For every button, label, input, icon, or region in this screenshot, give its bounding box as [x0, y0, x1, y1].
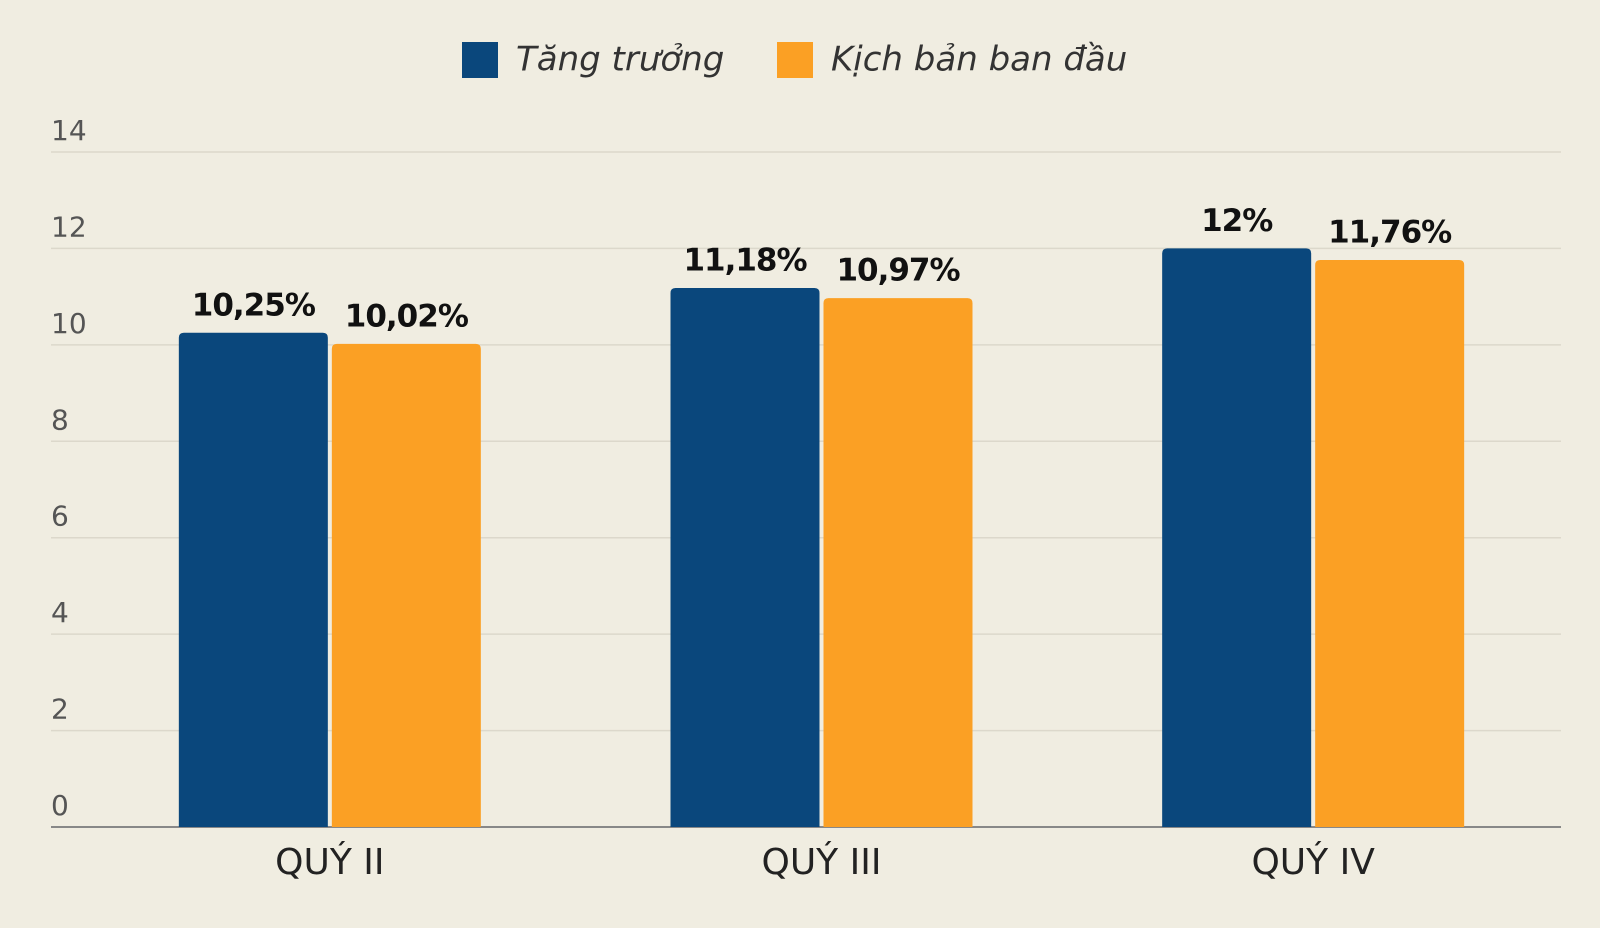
y-tick-label: 0 — [51, 789, 69, 822]
legend-swatch — [462, 42, 498, 78]
y-tick-label: 10 — [51, 307, 87, 340]
y-tick-label: 4 — [51, 596, 69, 629]
y-tick-label: 2 — [51, 693, 69, 726]
legend-label: Kịch bản ban đầu — [831, 40, 1127, 80]
bar — [1315, 260, 1465, 827]
value-label: 12% — [1201, 203, 1273, 239]
bar — [331, 343, 481, 827]
y-tick-label: 8 — [51, 403, 69, 436]
value-label: 10,02% — [345, 298, 469, 334]
y-tick-label: 12 — [51, 210, 87, 243]
y-tick-label: 14 — [51, 114, 87, 147]
bar — [1162, 248, 1312, 827]
x-tick-label: QUÝ IV — [1251, 841, 1375, 883]
value-label: 10,25% — [192, 287, 316, 323]
x-tick-label: QUÝ III — [762, 841, 882, 883]
value-label: 10,97% — [836, 253, 960, 289]
value-label: 11,76% — [1328, 215, 1452, 251]
y-tick-label: 6 — [51, 500, 69, 533]
bar — [823, 298, 973, 827]
legend-swatch — [777, 42, 813, 78]
value-label: 11,18% — [683, 242, 807, 278]
legend-label: Tăng trưởng — [516, 40, 724, 80]
bar — [670, 287, 820, 827]
bar — [178, 332, 328, 827]
x-tick-label: QUÝ II — [275, 841, 384, 883]
